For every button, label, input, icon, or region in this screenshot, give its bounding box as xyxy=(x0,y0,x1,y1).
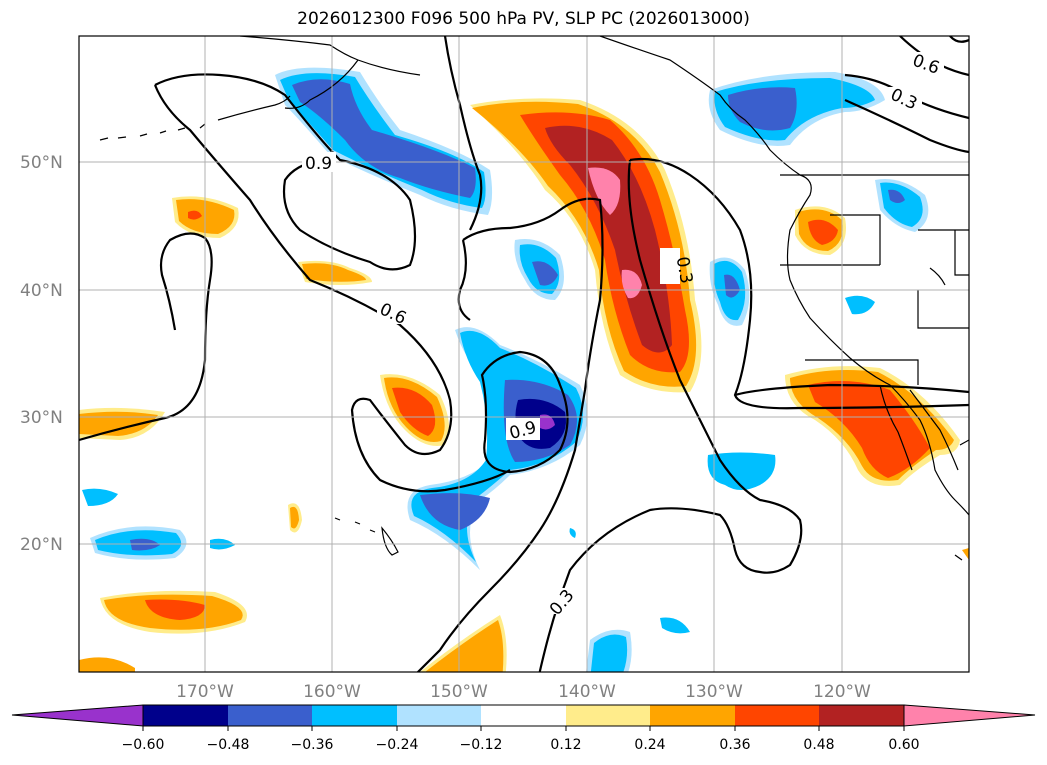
lon-label-120w: 120°W xyxy=(813,682,871,702)
lat-label-50: 50°N xyxy=(20,153,63,173)
pv-positive-ridge xyxy=(470,98,702,393)
colorbar-tick-pos012: 0.12 xyxy=(550,737,581,753)
gridlines xyxy=(79,36,969,672)
pv-negative-alaska xyxy=(275,67,493,215)
colorbar-tick-neg048: −0.48 xyxy=(207,737,250,753)
lat-label-40: 40°N xyxy=(20,281,63,301)
map-frame xyxy=(78,35,970,673)
lat-label-20: 20°N xyxy=(20,535,63,555)
lon-label-160w: 160°W xyxy=(303,682,361,702)
lat-label-30: 30°N xyxy=(20,408,63,428)
colorbar-bin-neg048 xyxy=(143,705,228,726)
lon-label-140w: 140°W xyxy=(558,682,616,702)
pv-positive-blobs xyxy=(79,196,969,672)
colorbar-bin-neg012 xyxy=(397,705,481,726)
colorbar-frame xyxy=(142,704,905,727)
map-content xyxy=(79,36,969,672)
longitude-labels: 170°W 160°W 150°W 140°W 130°W 120°W xyxy=(176,682,871,702)
colorbar-bin-zero xyxy=(481,705,566,726)
contour-labels: 0.9 0.6 0.3 0.9 0.3 0.6 0.3 xyxy=(302,51,944,619)
colorbar-extend-low xyxy=(11,704,144,727)
lon-label-150w: 150°W xyxy=(430,682,488,702)
colorbar-bin-pos036 xyxy=(735,705,819,726)
colorbar-bin-pos012 xyxy=(566,705,650,726)
lon-label-170w: 170°W xyxy=(176,682,234,702)
colorbar-tick-neg036: −0.36 xyxy=(291,737,334,753)
coastlines xyxy=(99,36,969,561)
colorbar-tick-pos024: 0.24 xyxy=(634,737,665,753)
colorbar-tick-neg060: −0.60 xyxy=(122,737,165,753)
colorbar-tick-neg012: −0.12 xyxy=(460,737,503,753)
pv-negative-small xyxy=(82,179,929,672)
latitude-labels: 50°N 40°N 30°N 20°N xyxy=(20,153,63,555)
slp-contours xyxy=(79,36,969,672)
colorbar-ticks xyxy=(142,726,905,731)
colorbar-bin-pos024 xyxy=(650,705,735,726)
colorbar-tick-pos048: 0.48 xyxy=(803,737,834,753)
colorbar-tick-pos060: 0.60 xyxy=(888,737,919,753)
colorbar: −0.60 −0.48 −0.36 −0.24 −0.12 0.12 0.24 … xyxy=(11,704,1036,753)
contour-label-09-alaska: 0.9 xyxy=(305,154,332,174)
colorbar-bin-pos048 xyxy=(819,705,904,726)
map-title: 2026012300 F096 500 hPa PV, SLP PC (2026… xyxy=(297,9,750,29)
colorbar-bin-neg024 xyxy=(312,705,397,726)
colorbar-bin-neg036 xyxy=(228,705,312,726)
contour-label-03-ridge: 0.3 xyxy=(672,255,696,285)
colorbar-extend-high xyxy=(903,704,1036,727)
colorbar-tick-neg024: −0.24 xyxy=(376,737,419,753)
lon-label-130w: 130°W xyxy=(685,682,743,702)
colorbar-tick-pos036: 0.36 xyxy=(719,737,750,753)
